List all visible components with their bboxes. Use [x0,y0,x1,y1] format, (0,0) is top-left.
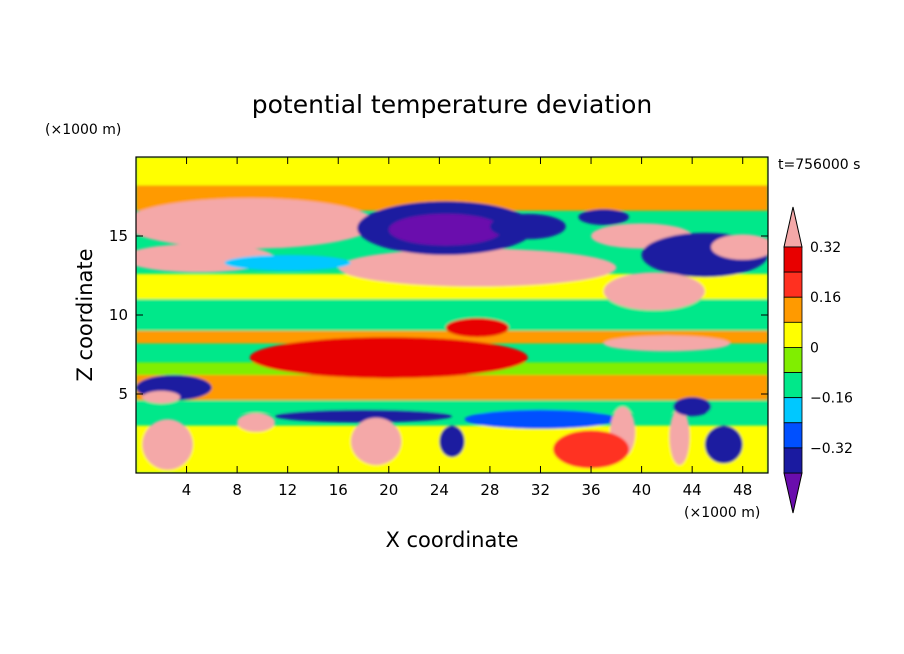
contour-region [275,409,452,423]
y-tick-label: 5 [118,385,128,403]
contour-region [142,390,181,404]
contour-region [553,430,629,469]
colorbar-extend-min [783,472,803,514]
time-label: t=756000 s [778,157,860,173]
field-band [136,375,768,401]
contour-region [489,213,566,240]
colorbar-segment [783,246,803,273]
colorbar-tick-label: −0.32 [810,441,853,457]
contour-region [445,318,509,338]
colorbar-tick-label: 0.32 [810,240,841,256]
x-tick-label: 48 [733,481,752,499]
x-tick-label: 28 [480,481,499,499]
y-axis-label: Z coordinate [73,248,97,381]
colorbar-tick-label: 0 [810,340,819,356]
field-band [136,400,768,413]
contour-region [142,419,193,470]
colorbar-segment [783,347,803,373]
x-tick-label: 8 [232,481,242,499]
colorbar-segment [783,372,803,399]
x-tick-label: 40 [632,481,651,499]
x-tick-label: 4 [182,481,192,499]
x-tick-label: 24 [430,481,449,499]
contour-region [376,254,579,274]
chart-title: potential temperature deviation [252,90,652,119]
colorbar-segment [783,422,803,449]
colorbar-tick-label: −0.16 [810,391,853,407]
colorbar: 0.32 0.16 0 −0.16 −0.32 [783,206,853,514]
contour-region [603,272,705,311]
contour-region [388,213,503,246]
x-tick-label: 32 [531,481,550,499]
y-axis: 5 10 15 [109,227,768,403]
contour-region [224,254,351,271]
x-axis-unit: (×1000 m) [684,505,760,521]
contour-region [439,425,465,458]
x-tick-label: 36 [581,481,600,499]
x-tick-label: 12 [278,481,297,499]
contour-region [603,335,731,352]
contour-region [249,337,528,379]
contour-region [350,417,402,466]
colorbar-segment [783,447,803,474]
colorbar-tick-label: 0.16 [810,290,841,306]
x-tick-label: 44 [683,481,702,499]
x-axis-label: X coordinate [385,528,518,552]
colorbar-segment [783,271,803,298]
colorbar-extend-max [783,206,803,248]
contour-region [464,409,617,429]
contour-region [704,425,743,464]
y-tick-label: 15 [109,227,128,245]
x-axis: 4 8 12 16 20 24 28 32 36 40 44 48 [182,157,752,499]
x-tick-label: 16 [329,481,348,499]
y-tick-label: 10 [109,306,128,324]
colorbar-segment [783,321,803,348]
contour-region [669,408,690,466]
contour-region [167,207,320,233]
contour-region [237,412,276,432]
colorbar-segment [783,397,803,424]
y-axis-unit: (×1000 m) [45,122,121,138]
field-band [136,157,768,186]
contour-region [578,209,629,225]
plot-area [135,156,769,474]
contour-region [673,397,712,417]
contour-region [616,231,667,241]
colorbar-segment [783,296,803,323]
contour-region [711,234,768,260]
contour-field [136,157,768,473]
x-tick-label: 20 [379,481,398,499]
